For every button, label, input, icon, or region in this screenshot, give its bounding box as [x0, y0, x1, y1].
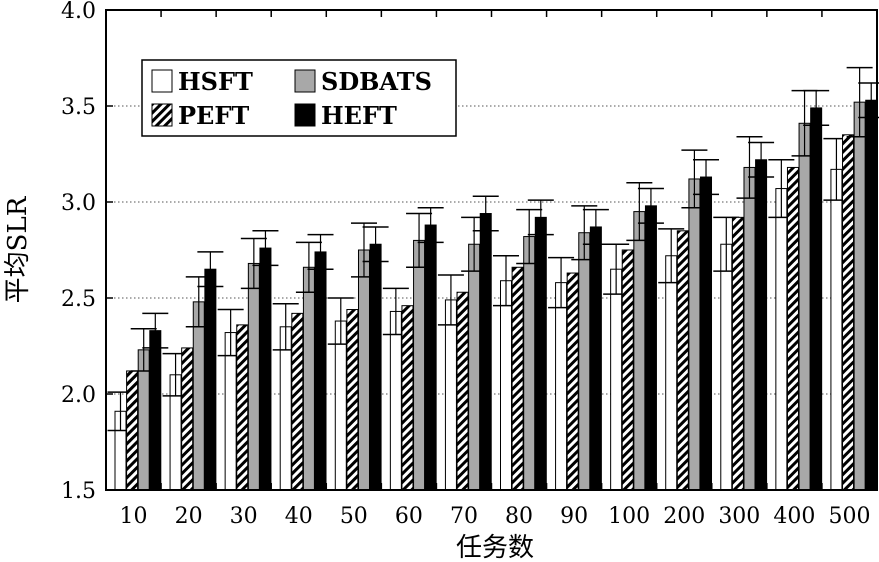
- bar: [500, 280, 512, 491]
- bar: [688, 178, 701, 491]
- bar: [334, 320, 347, 491]
- bar: [610, 268, 623, 491]
- bar: [633, 211, 646, 491]
- plot-frame: [105, 9, 878, 491]
- axes: 1.5 2.0 2.5 3.0 3.5 4.0 10 20 30 40 50 60 70 80 90 100 2…: [61, 0, 878, 529]
- bar: [204, 268, 217, 491]
- x-tick-label: 70: [450, 504, 478, 529]
- y-axis-title: 平均SLR: [3, 195, 33, 303]
- x-tick-label: 10: [120, 504, 148, 529]
- bar: [810, 107, 823, 491]
- legend-swatch: [294, 69, 316, 93]
- bar: [247, 262, 260, 491]
- bar: [291, 312, 304, 491]
- bar: [369, 243, 382, 491]
- x-tick-label: 500: [828, 504, 870, 529]
- x-tick-label: 20: [175, 504, 203, 529]
- bar: [389, 310, 402, 491]
- bar: [555, 282, 568, 491]
- bar: [775, 188, 788, 491]
- x-tick-label: 100: [608, 504, 650, 529]
- bar: [181, 347, 194, 491]
- legend-label: HEFT: [321, 101, 397, 130]
- bar: [523, 236, 536, 491]
- bar: [830, 168, 843, 491]
- bar: [798, 122, 811, 491]
- bar: [192, 301, 205, 491]
- x-tick-label: 400: [773, 504, 815, 529]
- x-tick-label: 80: [505, 504, 533, 529]
- bar: [621, 249, 634, 491]
- y-tick-label: 4.0: [61, 0, 96, 24]
- legend-swatch: [151, 69, 173, 93]
- x-tick-label: 200: [663, 504, 705, 529]
- bar: [424, 224, 437, 491]
- bar: [700, 176, 713, 491]
- x-tick-label: 300: [718, 504, 760, 529]
- y-tick-label: 2.5: [61, 287, 96, 312]
- bar: [786, 166, 799, 491]
- y-tick-label: 3.5: [61, 95, 96, 120]
- bar: [444, 299, 457, 491]
- legend-swatch: [151, 103, 173, 127]
- bar: [314, 251, 327, 491]
- y-tick-label: 1.5: [61, 479, 96, 504]
- bar: [236, 324, 249, 491]
- legend-swatch: [294, 103, 316, 127]
- bar: [279, 326, 292, 491]
- bar: [566, 272, 579, 491]
- bar: [534, 216, 547, 491]
- bar: [720, 243, 733, 491]
- x-tick-label: 30: [230, 504, 258, 529]
- x-tick-label: 40: [285, 504, 313, 529]
- x-axis-title: 任务数: [456, 533, 534, 562]
- x-tick-label: 90: [560, 504, 588, 529]
- x-tick-label: 60: [395, 504, 423, 529]
- bar: [743, 166, 756, 491]
- y-tick-label: 2.0: [61, 383, 96, 408]
- bar: [865, 99, 878, 491]
- bar: [755, 159, 768, 491]
- bar: [665, 255, 678, 491]
- bar: [644, 205, 657, 491]
- bar: [302, 266, 315, 491]
- bar: [259, 247, 272, 491]
- legend-label: HSFT: [178, 67, 253, 96]
- legend-label: PEFT: [178, 101, 249, 130]
- bar: [456, 291, 469, 491]
- bar: [149, 330, 162, 491]
- bar: [126, 370, 139, 491]
- bar: [676, 230, 689, 491]
- bar: [731, 216, 744, 491]
- bar: [357, 249, 370, 491]
- bar: [853, 101, 866, 491]
- bars: [107, 66, 879, 491]
- bar: [589, 226, 602, 491]
- bar: [401, 305, 414, 491]
- bar: [842, 134, 855, 491]
- bar: [578, 232, 591, 491]
- legend-label: SDBATS: [321, 67, 432, 96]
- bar: [511, 266, 524, 491]
- y-tick-label: 3.0: [61, 191, 96, 216]
- bar: [468, 243, 481, 491]
- bar: [479, 213, 492, 491]
- bar: [413, 239, 426, 491]
- legend: HSFT PEFT SDBATS HEFT: [141, 59, 457, 137]
- x-tick-label: 50: [340, 504, 368, 529]
- bar: [346, 309, 359, 491]
